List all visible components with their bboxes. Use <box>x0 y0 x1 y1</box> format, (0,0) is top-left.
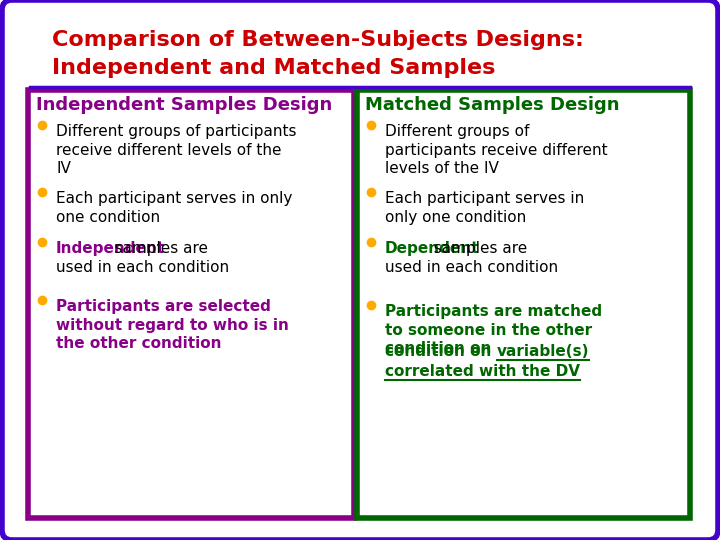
Text: Independent and Matched Samples: Independent and Matched Samples <box>52 58 495 78</box>
Text: samples are
used in each condition: samples are used in each condition <box>56 241 229 275</box>
Text: Independent Samples Design: Independent Samples Design <box>36 96 332 114</box>
Bar <box>28 90 354 518</box>
Text: Independent: Independent <box>56 241 165 256</box>
Text: Each participant serves in only
one condition: Each participant serves in only one cond… <box>56 191 292 225</box>
Text: Matched Samples Design: Matched Samples Design <box>365 96 619 114</box>
Text: Different groups of
participants receive different
levels of the IV: Different groups of participants receive… <box>385 124 608 176</box>
Text: Each participant serves in
only one condition: Each participant serves in only one cond… <box>385 191 584 225</box>
Text: Participants are matched
to someone in the other
condition on: Participants are matched to someone in t… <box>385 304 602 356</box>
Text: correlated with the DV: correlated with the DV <box>385 363 580 379</box>
Text: samples are
used in each condition: samples are used in each condition <box>385 241 558 275</box>
Text: Participants are selected
without regard to who is in
the other condition: Participants are selected without regard… <box>56 299 289 351</box>
Text: Comparison of Between-Subjects Designs:: Comparison of Between-Subjects Designs: <box>52 30 584 50</box>
Bar <box>357 90 690 518</box>
Text: Dependent: Dependent <box>385 241 480 256</box>
Text: Different groups of participants
receive different levels of the
IV: Different groups of participants receive… <box>56 124 297 176</box>
Text: condition on: condition on <box>385 344 497 359</box>
Text: variable(s): variable(s) <box>497 344 589 359</box>
